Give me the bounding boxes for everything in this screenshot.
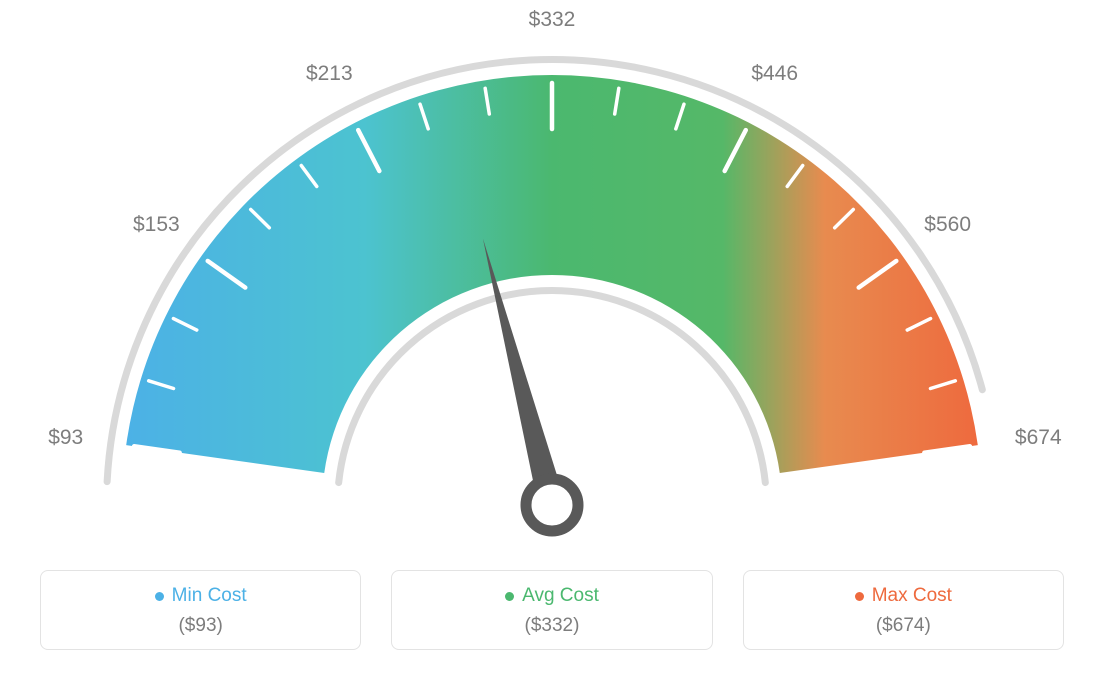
legend-card-min: Min Cost ($93)	[40, 570, 361, 650]
gauge-tick-label: $213	[306, 62, 353, 86]
legend-value-max: ($674)	[744, 615, 1063, 637]
legend-value-avg: ($332)	[392, 615, 711, 637]
gauge-tick-label: $332	[529, 8, 576, 32]
legend-card-max: Max Cost ($674)	[743, 570, 1064, 650]
gauge-tick-label: $560	[924, 213, 971, 237]
legend-dot-min	[155, 592, 164, 601]
legend-title-avg: Avg Cost	[522, 585, 599, 607]
legend-title-min: Min Cost	[172, 585, 247, 607]
gauge-tick-label: $93	[48, 426, 83, 450]
legend-card-avg: Avg Cost ($332)	[391, 570, 712, 650]
cost-gauge: $93 $153 $213 $332 $446 $560 $674	[0, 0, 1104, 560]
legend-dot-max	[855, 592, 864, 601]
gauge-tick-label: $153	[133, 213, 180, 237]
legend-dot-avg	[505, 592, 514, 601]
gauge-tick-label: $674	[1015, 426, 1062, 450]
legend-title-max: Max Cost	[872, 585, 952, 607]
legend-row: Min Cost ($93) Avg Cost ($332) Max Cost …	[0, 570, 1104, 650]
legend-value-min: ($93)	[41, 615, 360, 637]
gauge-tick-label: $446	[751, 62, 798, 86]
